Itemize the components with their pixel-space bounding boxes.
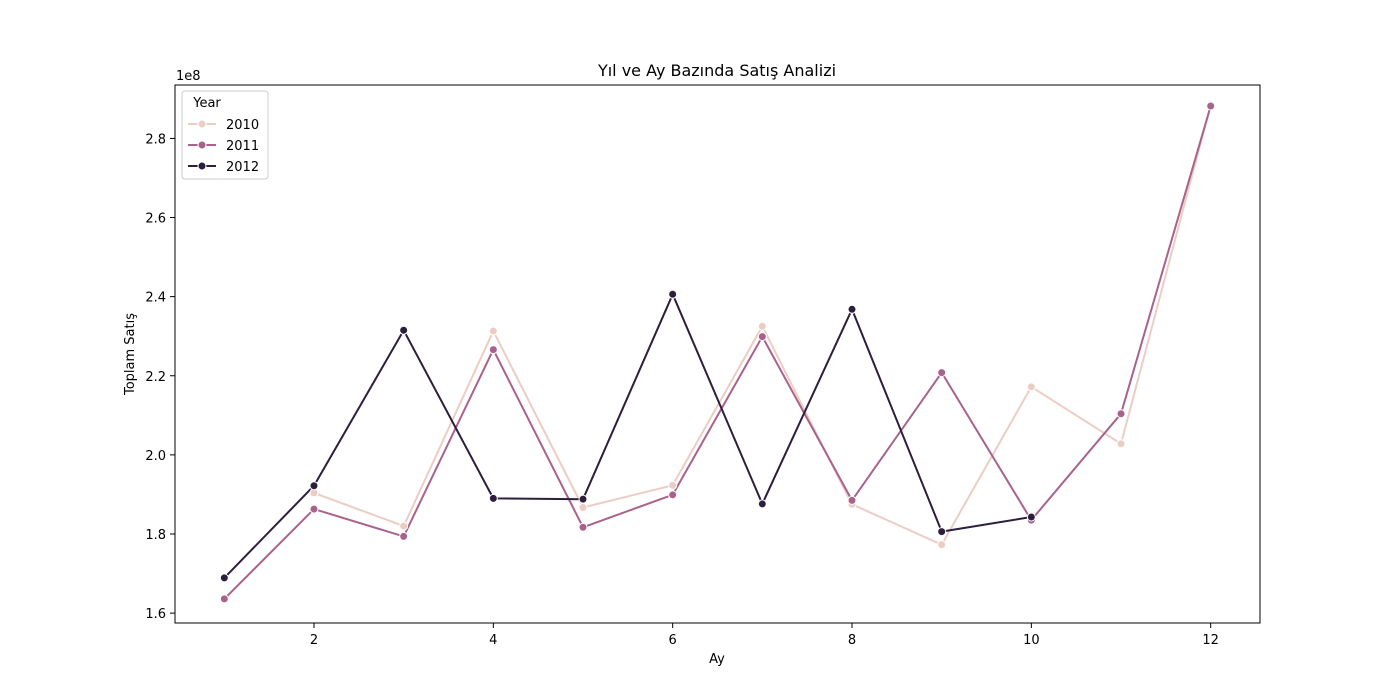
data-point-2012 [219, 573, 229, 583]
data-point-2012 [488, 493, 498, 503]
data-point-2010 [937, 540, 947, 550]
data-point-2012 [578, 494, 588, 504]
y-tick-label: 2.8 [145, 132, 166, 147]
x-axis-label: Ay [709, 652, 725, 667]
x-axis: 2 4 6 8 10 12 [310, 623, 1219, 648]
y-tick-label: 1.8 [145, 528, 166, 543]
data-point-2011 [488, 345, 498, 355]
data-point-2010 [399, 521, 409, 531]
data-point-2011 [847, 495, 857, 505]
data-point-2012 [1026, 512, 1036, 522]
legend-marker-2010 [197, 119, 207, 129]
y-tick-label: 2.6 [145, 212, 166, 227]
y-axis: 1.6 1.8 2.0 2.2 2.4 2.6 2.8 [145, 132, 175, 622]
data-point-2011 [399, 531, 409, 541]
chart-title: Yıl ve Ay Bazında Satış Analizi [597, 61, 836, 80]
data-point-2010 [668, 480, 678, 490]
series-line-2012 [223, 293, 1032, 579]
y-tick-label: 2.2 [145, 370, 166, 385]
legend-marker-2011 [197, 140, 207, 150]
data-point-2011 [309, 504, 319, 514]
x-tick-label: 12 [1202, 633, 1219, 648]
data-point-2010 [578, 502, 588, 512]
y-axis-offset-label: 1e8 [176, 69, 201, 84]
legend-title: Year [192, 96, 221, 111]
data-point-2011 [668, 490, 678, 500]
axes-frame [174, 84, 1261, 624]
x-tick-label: 2 [310, 633, 318, 648]
data-point-2010 [757, 321, 767, 331]
data-point-2010 [488, 326, 498, 336]
y-axis-label: Toplam Satış [123, 313, 138, 396]
data-point-2011 [757, 332, 767, 342]
data-point-2012 [847, 304, 857, 314]
data-point-2012 [399, 325, 409, 335]
data-point-2012 [757, 499, 767, 509]
x-tick-label: 10 [1023, 633, 1040, 648]
data-point-2012 [309, 481, 319, 491]
x-tick-label: 6 [669, 633, 677, 648]
legend-label-2012: 2012 [226, 160, 259, 175]
data-point-2011 [1206, 101, 1216, 111]
series-line-2011 [223, 105, 1212, 600]
data-point-2012 [937, 527, 947, 537]
data-point-2011 [1116, 409, 1126, 419]
data-point-2010 [1026, 382, 1036, 392]
legend-box [181, 90, 269, 180]
data-point-2011 [219, 594, 229, 604]
data-point-2011 [578, 522, 588, 532]
data-point-2012 [668, 289, 678, 299]
x-tick-label: 8 [848, 633, 856, 648]
legend-label-2010: 2010 [226, 118, 259, 133]
plot-area [219, 100, 1216, 604]
legend: Year 2010 2011 2012 [181, 90, 269, 180]
y-tick-label: 2.4 [145, 291, 166, 306]
x-tick-label: 4 [489, 633, 497, 648]
data-point-2011 [937, 368, 947, 378]
data-point-2010 [1116, 439, 1126, 449]
y-tick-label: 1.6 [145, 607, 166, 622]
legend-label-2011: 2011 [226, 139, 259, 154]
y-tick-label: 2.0 [145, 449, 166, 464]
legend-marker-2012 [197, 161, 207, 171]
